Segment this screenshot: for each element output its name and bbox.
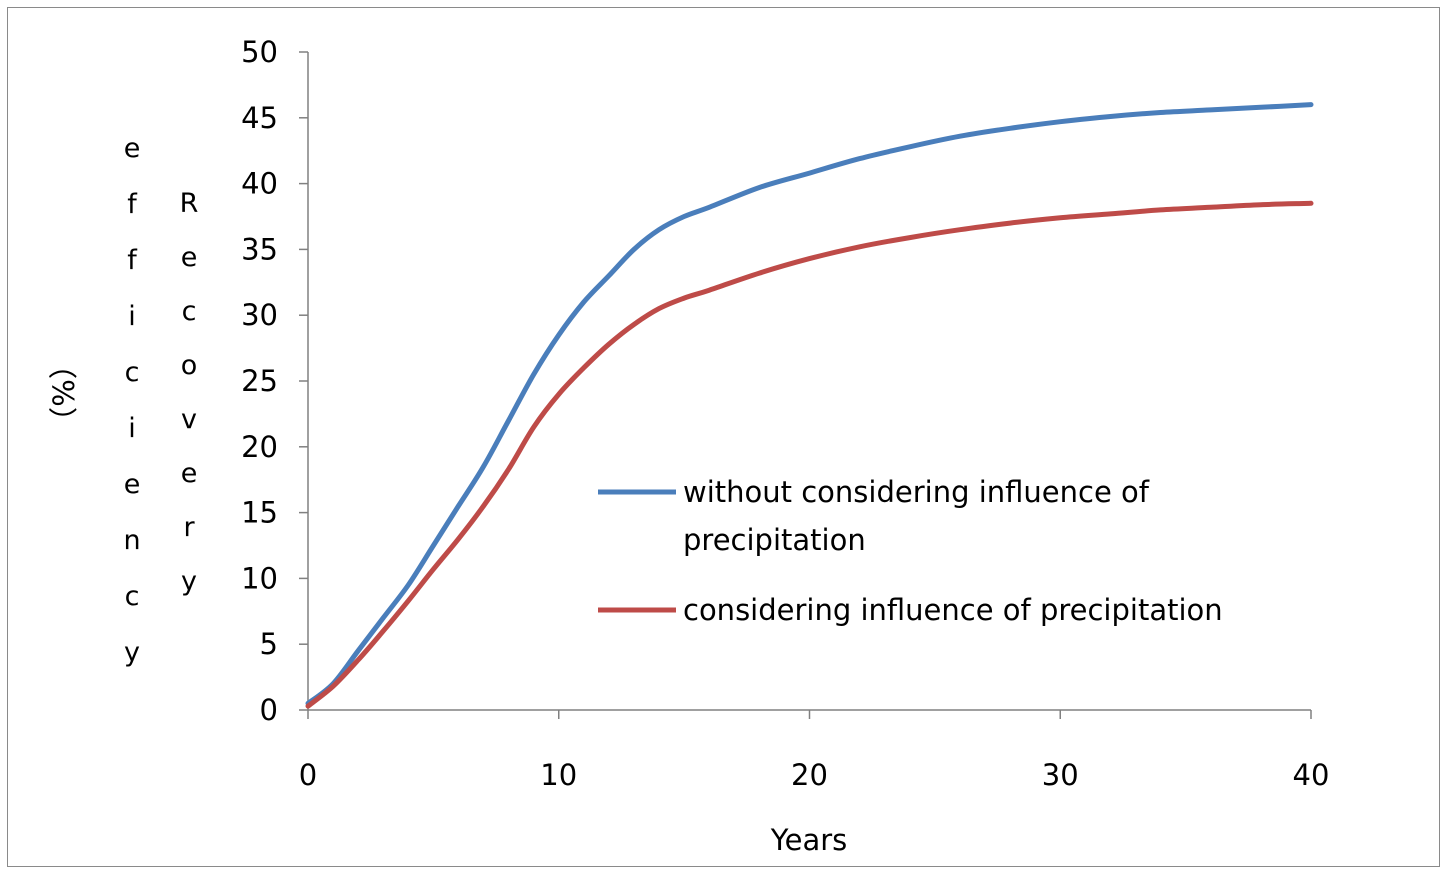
y-axis-title-char: c	[125, 581, 140, 612]
y-axis-title-char: c	[125, 357, 140, 388]
y-axis-title-char: o	[181, 350, 198, 381]
y-tick-label: 5	[260, 627, 278, 661]
y-tick-label: 50	[241, 35, 278, 69]
x-tick-label: 20	[791, 758, 828, 792]
y-axis-title-char: c	[182, 296, 197, 327]
y-axis-title-char: R	[180, 188, 199, 219]
y-axis-title-char: e	[181, 242, 198, 273]
legend-label-2: considering influence of precipitation	[683, 593, 1223, 627]
x-tick-label: 10	[540, 758, 577, 792]
y-tick-label: 40	[241, 167, 278, 201]
y-tick-label: 45	[241, 101, 278, 135]
y-axis-title-char: i	[128, 301, 136, 332]
series-line-2	[305, 200, 1314, 709]
y-tick-label: 20	[241, 430, 278, 464]
y-tick-label: 15	[241, 496, 278, 530]
y-axis-title-char: v	[181, 404, 197, 435]
y-tick-label: 25	[241, 364, 278, 398]
y-axis-title-char: y	[124, 637, 140, 668]
x-tick-label: 30	[1042, 758, 1079, 792]
series-lines	[305, 102, 1314, 709]
x-axis-ticks: 0 10 20 30 40	[299, 710, 1330, 792]
y-axis-unit: （%）	[47, 350, 81, 436]
y-axis-title-char: y	[181, 566, 197, 597]
y-axis-ticks: 0 5 10 15 20 25 30 35 40 45 50	[241, 35, 308, 727]
series-line-1	[305, 102, 1314, 706]
y-axis-title-char: f	[127, 245, 138, 276]
y-tick-label: 30	[241, 298, 278, 332]
y-axis-title-char: i	[128, 413, 136, 444]
y-axis-title-char: n	[123, 525, 140, 556]
y-tick-label: 35	[241, 232, 278, 266]
y-axis-title-char: e	[124, 469, 141, 500]
y-tick-label: 10	[241, 561, 278, 595]
x-tick-label: 0	[299, 758, 317, 792]
chart-frame	[7, 7, 1440, 867]
y-axis-title-char: e	[181, 458, 198, 489]
y-axis-title-char: r	[183, 512, 195, 543]
y-tick-label: 0	[260, 693, 278, 727]
x-axis-title: Years	[770, 823, 848, 857]
y-axis-title-char: f	[127, 189, 138, 220]
legend-label-1: precipitation	[683, 523, 866, 557]
x-tick-label: 40	[1293, 758, 1330, 792]
legend: without considering influence of precipit…	[598, 475, 1223, 627]
y-axis-title-char: e	[124, 133, 141, 164]
legend-label-1: without considering influence of	[683, 475, 1150, 509]
